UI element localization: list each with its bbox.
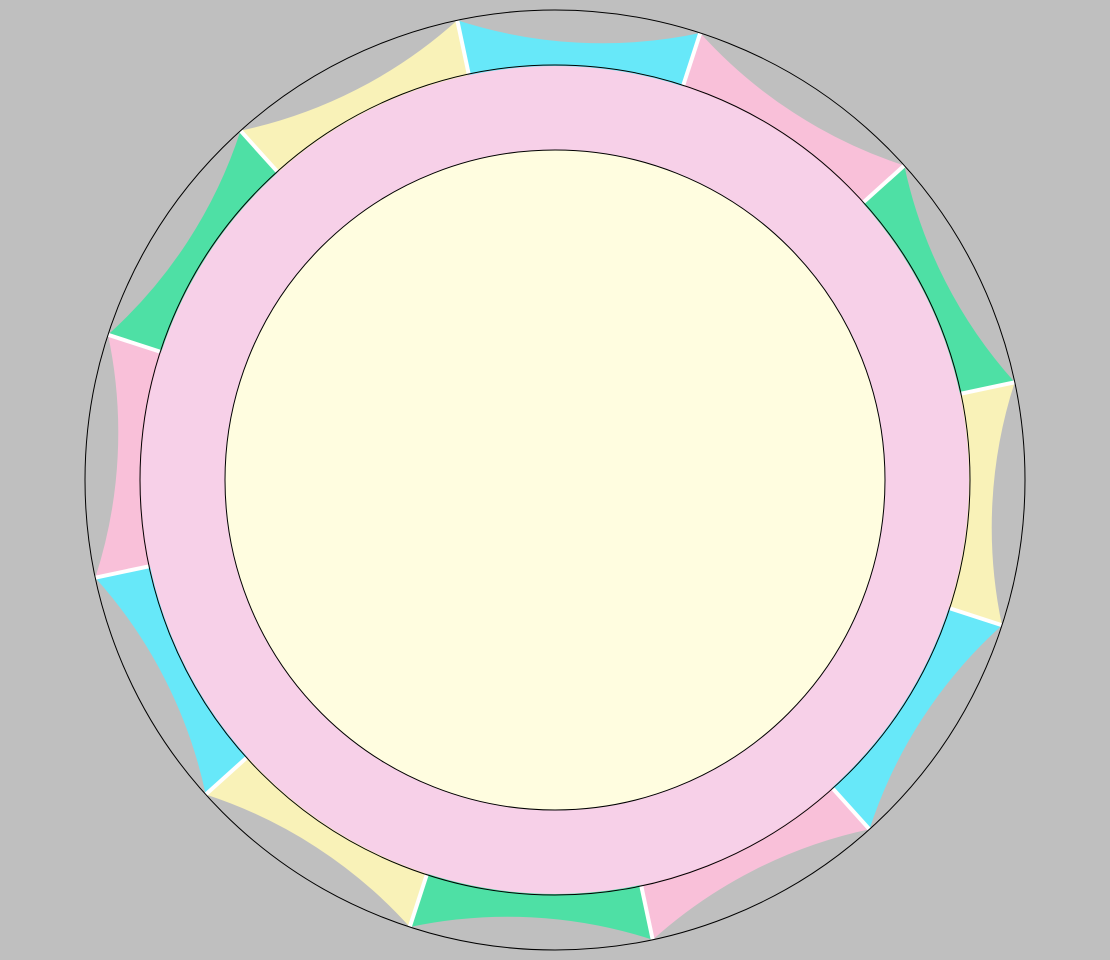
astrology-chart [0, 0, 1110, 960]
inner-circle [225, 150, 885, 810]
